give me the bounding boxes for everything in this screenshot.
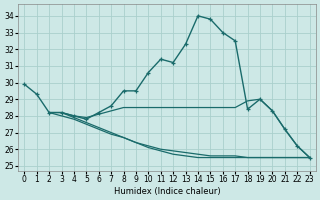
X-axis label: Humidex (Indice chaleur): Humidex (Indice chaleur) — [114, 187, 220, 196]
